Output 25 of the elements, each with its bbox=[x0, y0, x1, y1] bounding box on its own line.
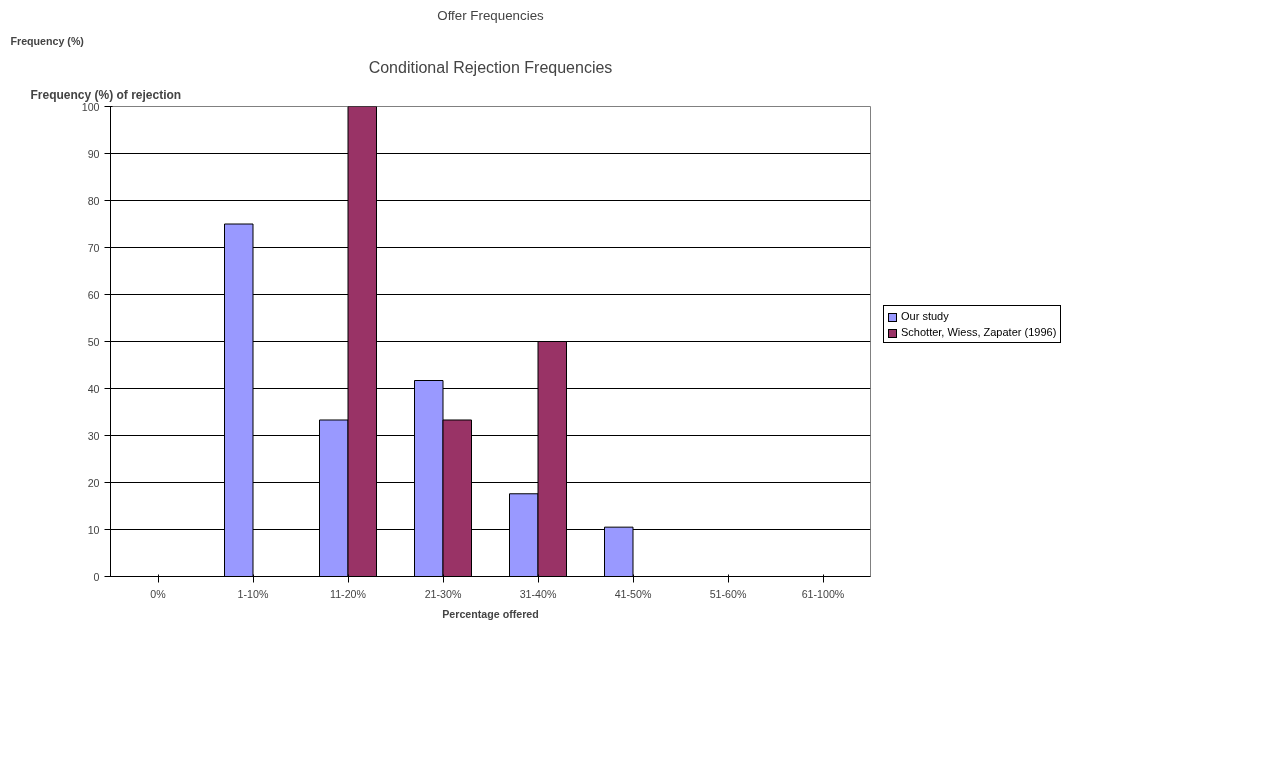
legend-label: Our study bbox=[900, 309, 950, 324]
y-tick-label: 50 bbox=[87, 335, 100, 348]
x-tick-label: 11-20% bbox=[330, 587, 367, 600]
y-tick-label: 60 bbox=[87, 288, 100, 301]
y-tick-label: 90 bbox=[87, 147, 100, 160]
x-tick-label: 61-100% bbox=[801, 587, 845, 600]
text: Frequency (%) bbox=[10, 34, 85, 47]
y-tick-label: 0 bbox=[93, 570, 100, 583]
x-tick-label: 41-50% bbox=[614, 587, 652, 600]
y-axis-title: Frequency (%) of rejection bbox=[30, 87, 182, 102]
x-tick-label: 51-60% bbox=[709, 587, 747, 600]
x-tick-label: 31-40% bbox=[519, 587, 557, 600]
y-tick-label: 40 bbox=[87, 382, 100, 395]
chart-title: Conditional Rejection Frequencies bbox=[368, 58, 613, 76]
x-tick-label: 21-30% bbox=[424, 587, 462, 600]
y-tick-label: 20 bbox=[87, 476, 100, 489]
y-tick-label: 70 bbox=[87, 241, 100, 254]
y-tick-label: 80 bbox=[87, 194, 100, 207]
x-axis-title: Percentage offered bbox=[442, 607, 539, 620]
legend-label: Schotter, Wiess, Zapater (1996) bbox=[900, 325, 1057, 340]
x-tick-label: 0% bbox=[150, 587, 167, 600]
text: Offer Frequencies bbox=[437, 7, 545, 23]
y-tick-label: 30 bbox=[87, 429, 100, 442]
y-tick-label: 10 bbox=[87, 523, 100, 536]
x-tick-label: 1-10% bbox=[237, 587, 269, 600]
